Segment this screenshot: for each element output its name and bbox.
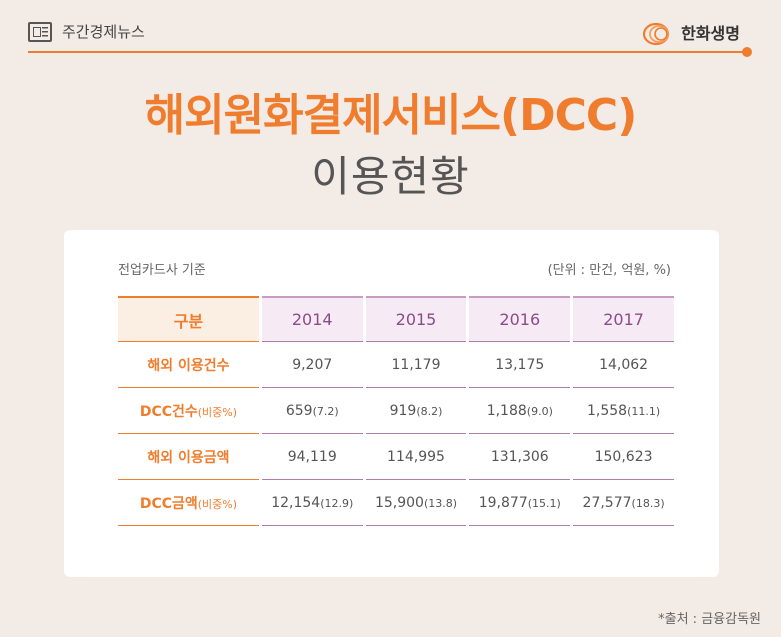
table-cell: 15,900(13.8) xyxy=(365,480,467,526)
table-cell: 94,119 xyxy=(261,434,363,480)
table-header-row: 구분 2014 2015 2016 2017 xyxy=(118,296,674,342)
column-header-year: 2016 xyxy=(469,296,571,342)
row-label: 해외 이용금액 xyxy=(118,434,259,480)
row-label: DCC금액(비중%) xyxy=(118,480,259,526)
page-title: 해외원화결제서비스(DCC) xyxy=(144,90,638,141)
table-cell: 1,558(11.1) xyxy=(573,388,674,434)
data-table: 구분 2014 2015 2016 2017 해외 이용건수 9,207 11,… xyxy=(118,296,674,526)
table-unit-note: (단위 : 만건, 억원, %) xyxy=(547,263,671,278)
section-label: 주간경제뉴스 xyxy=(62,23,145,41)
column-header-year: 2015 xyxy=(365,296,467,342)
table-cell: 131,306 xyxy=(469,434,571,480)
row-label: DCC건수(비중%) xyxy=(118,388,259,434)
table-cell: 13,175 xyxy=(469,342,571,388)
table-row: 해외 이용금액 94,119 114,995 131,306 150,623 xyxy=(118,434,674,480)
column-header-year: 2017 xyxy=(573,296,674,342)
table-cell: 14,062 xyxy=(573,342,674,388)
header-divider xyxy=(28,51,746,53)
table-cell: 114,995 xyxy=(365,434,467,480)
table-cell: 9,207 xyxy=(261,342,363,388)
row-label: 해외 이용건수 xyxy=(118,342,259,388)
table-cell: 27,577(18.3) xyxy=(573,480,674,526)
table-card: 전업카드사 기준 (단위 : 만건, 억원, %) 구분 2014 2015 2… xyxy=(64,230,719,577)
brand-name: 한화생명 xyxy=(681,24,740,43)
newspaper-icon xyxy=(28,22,52,42)
page-subtitle: 이용현황 xyxy=(311,152,470,201)
table-row: 해외 이용건수 9,207 11,179 13,175 14,062 xyxy=(118,342,674,388)
table-cell: 11,179 xyxy=(365,342,467,388)
hanwha-logo-icon xyxy=(643,22,670,46)
column-header-year: 2014 xyxy=(261,296,363,342)
source-note: *출처 : 금융감독원 xyxy=(658,612,761,627)
table-basis-note: 전업카드사 기준 xyxy=(118,263,206,278)
table-cell: 659(7.2) xyxy=(261,388,363,434)
table-cell: 19,877(15.1) xyxy=(469,480,571,526)
column-header-category: 구분 xyxy=(118,296,259,342)
table-row: DCC건수(비중%) 659(7.2) 919(8.2) 1,188(9.0) … xyxy=(118,388,674,434)
table-cell: 919(8.2) xyxy=(365,388,467,434)
brand: 한화생명 xyxy=(641,20,740,48)
table-cell: 150,623 xyxy=(573,434,674,480)
header-bar: 주간경제뉴스 한화생명 xyxy=(28,18,752,54)
table-cell: 12,154(12.9) xyxy=(261,480,363,526)
table-row: DCC금액(비중%) 12,154(12.9) 15,900(13.8) 19,… xyxy=(118,480,674,526)
divider-dot xyxy=(742,47,752,57)
table-cell: 1,188(9.0) xyxy=(469,388,571,434)
